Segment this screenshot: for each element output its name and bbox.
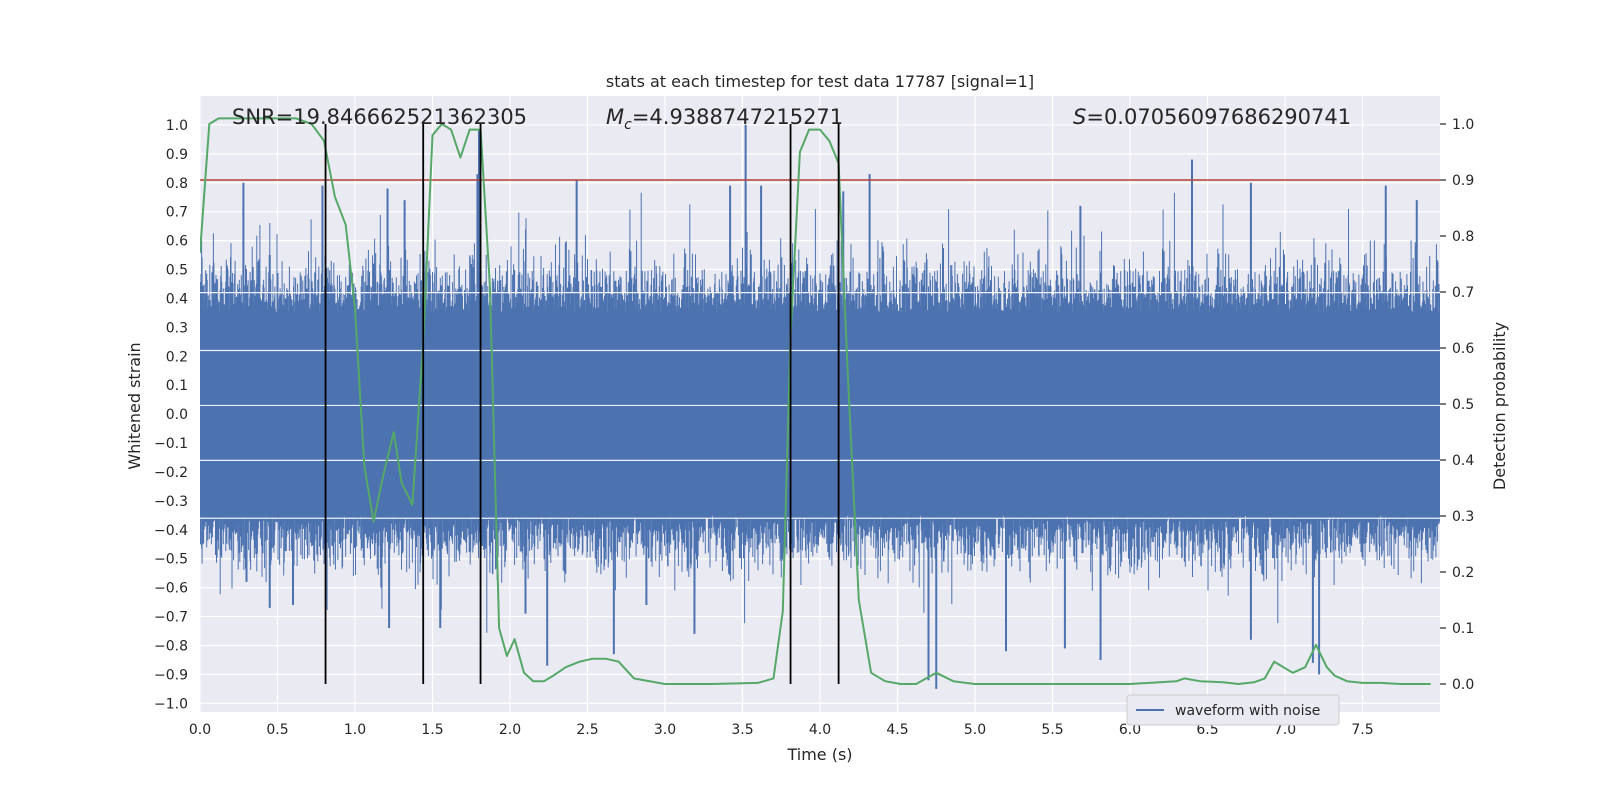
s-annotation: S=0.07056097686290741 <box>1073 105 1351 129</box>
x-tick-label: 4.0 <box>809 722 831 738</box>
s-symbol: S <box>1073 105 1086 129</box>
y-right-axis-ticks: 1.0 0.9 0.8 0.7 0.6 0.5 0.4 0.3 0.2 0.1 0.0 <box>1440 117 1474 693</box>
x-axis-ticks: 0.0 0.5 1.0 1.5 2.0 2.5 3.0 3.5 4.0 4.5 5.0 5.5 6.0 6… <box>189 722 1374 738</box>
waveform-series <box>200 124 1440 689</box>
legend: waveform with noise <box>1126 694 1340 726</box>
y-right-axis-label: Detection probability <box>1490 322 1509 490</box>
x-tick-label: 2.0 <box>499 722 521 738</box>
detection-probability-series <box>200 117 1431 685</box>
x-tick-label: 5.5 <box>1041 722 1063 738</box>
y-right-tick-label: 0.9 <box>1452 173 1474 189</box>
x-tick-label: 7.0 <box>1274 722 1296 738</box>
s-value: =0.07056097686290741 <box>1086 105 1351 129</box>
y-left-tick-label: 0.5 <box>166 263 188 279</box>
x-axis-label: Time (s) <box>786 745 852 764</box>
x-tick-label: 1.0 <box>344 722 366 738</box>
y-right-tick-label: 0.8 <box>1452 229 1474 245</box>
detection-probability-line <box>200 117 1431 685</box>
y-left-tick-label: −1.0 <box>154 696 188 712</box>
y-right-tick-label: 0.1 <box>1452 621 1474 637</box>
y-left-tick-label: 0.8 <box>166 176 188 192</box>
y-left-tick-label: −0.5 <box>154 552 188 568</box>
y-left-tick-label: −0.3 <box>154 494 188 510</box>
chirp-mass-annotation: Mc=4.9388747215271 <box>606 105 843 133</box>
x-tick-label: 0.5 <box>266 722 288 738</box>
y-left-tick-label: −0.1 <box>154 436 188 452</box>
y-right-tick-label: 0.4 <box>1452 453 1474 469</box>
y-left-tick-label: 0.2 <box>166 349 188 365</box>
x-tick-label: 4.5 <box>886 722 908 738</box>
x-tick-label: 7.5 <box>1351 722 1373 738</box>
y-right-tick-label: 0.3 <box>1452 509 1474 525</box>
y-left-tick-label: 0.7 <box>166 205 188 221</box>
x-tick-label: 2.5 <box>576 722 598 738</box>
x-tick-label: 6.5 <box>1196 722 1218 738</box>
y-left-tick-label: 0.9 <box>166 147 188 163</box>
y-left-tick-label: −0.9 <box>154 667 188 683</box>
y-right-tick-label: 0.0 <box>1452 677 1474 693</box>
y-right-tick-label: 0.2 <box>1452 565 1474 581</box>
y-left-tick-label: −0.2 <box>154 465 188 481</box>
y-left-tick-label: 0.0 <box>166 407 188 423</box>
x-tick-label: 3.5 <box>731 722 753 738</box>
y-left-tick-label: −0.7 <box>154 610 188 626</box>
x-tick-label: 3.0 <box>654 722 676 738</box>
y-left-tick-label: −0.8 <box>154 638 188 654</box>
y-left-tick-label: −0.4 <box>154 523 188 539</box>
y-left-tick-label: 0.6 <box>166 234 188 250</box>
waveform-line <box>200 192 1440 633</box>
y-right-tick-label: 0.5 <box>1452 397 1474 413</box>
x-tick-label: 5.0 <box>964 722 986 738</box>
snr-annotation: SNR=19.846662521362305 <box>232 105 527 129</box>
event-markers <box>324 124 840 684</box>
legend-box <box>1126 694 1340 726</box>
x-tick-label: 0.0 <box>189 722 211 738</box>
y-left-axis-ticks: 1.0 0.9 0.8 0.7 0.6 0.5 0.4 0.3 0.2 0.1 0.0 −0.1 −0.… <box>154 118 188 712</box>
x-tick-label: 6.0 <box>1119 722 1141 738</box>
y-right-tick-label: 0.6 <box>1452 341 1474 357</box>
chirp-mass-subscript: c <box>624 117 632 133</box>
chart-title: stats at each timestep for test data 177… <box>606 72 1034 91</box>
y-left-axis-label: Whitened strain <box>125 342 144 469</box>
chirp-mass-value: =4.9388747215271 <box>632 105 843 129</box>
y-right-tick-label: 0.7 <box>1452 285 1474 301</box>
y-left-tick-label: 1.0 <box>166 118 188 134</box>
legend-label-waveform: waveform with noise <box>1175 703 1320 719</box>
x-tick-label: 1.5 <box>421 722 443 738</box>
y-right-tick-label: 1.0 <box>1452 117 1474 133</box>
y-left-tick-label: 0.4 <box>166 291 188 307</box>
y-left-tick-label: 0.3 <box>166 320 188 336</box>
y-left-tick-label: 0.1 <box>166 378 188 394</box>
y-left-tick-label: −0.6 <box>154 581 188 597</box>
chirp-mass-symbol: M <box>606 105 624 129</box>
